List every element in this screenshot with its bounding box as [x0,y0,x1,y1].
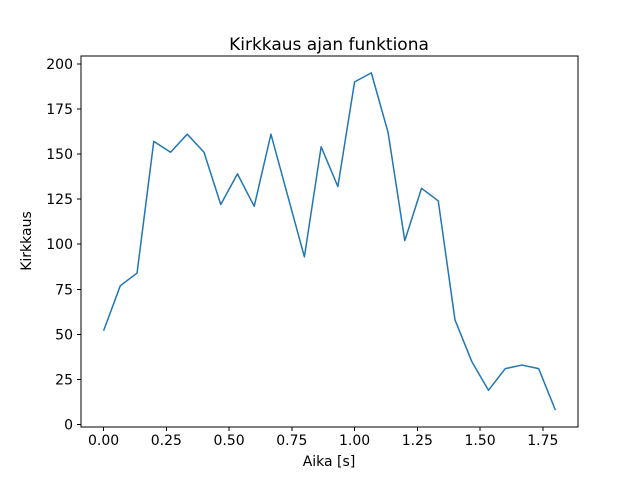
y-tick-label: 50 [55,327,73,343]
data-line [102,72,557,411]
x-tick-label: 0.00 [88,433,119,449]
axes-frame [80,55,579,428]
y-tick-label: 0 [64,418,73,434]
x-tick-label: 1.75 [527,433,558,449]
x-tick-label: 0.25 [151,433,182,449]
x-tick-label: 1.00 [339,433,370,449]
y-tick-label: 150 [46,147,73,163]
y-tick-label: 125 [46,192,73,208]
x-tick-label: 0.50 [214,433,245,449]
y-tick-label: 175 [46,102,73,118]
x-tick-label: 1.50 [465,433,496,449]
x-tick-label: 1.25 [402,433,433,449]
y-axis-label: Kirkkaus [19,211,35,271]
chart-title: Kirkkaus ajan funktiona [229,35,429,55]
x-tick-label: 0.75 [276,433,307,449]
x-axis-label: Aika [s] [303,454,356,470]
y-tick-label: 200 [46,57,73,73]
y-tick-label: 75 [55,282,73,298]
y-tick-label: 100 [46,237,73,253]
plot-area: 0.00 0.25 0.50 0.75 1.00 1.25 1.50 1.75 0 25 50 75 1… [46,55,579,449]
y-tick-label: 25 [55,372,73,388]
